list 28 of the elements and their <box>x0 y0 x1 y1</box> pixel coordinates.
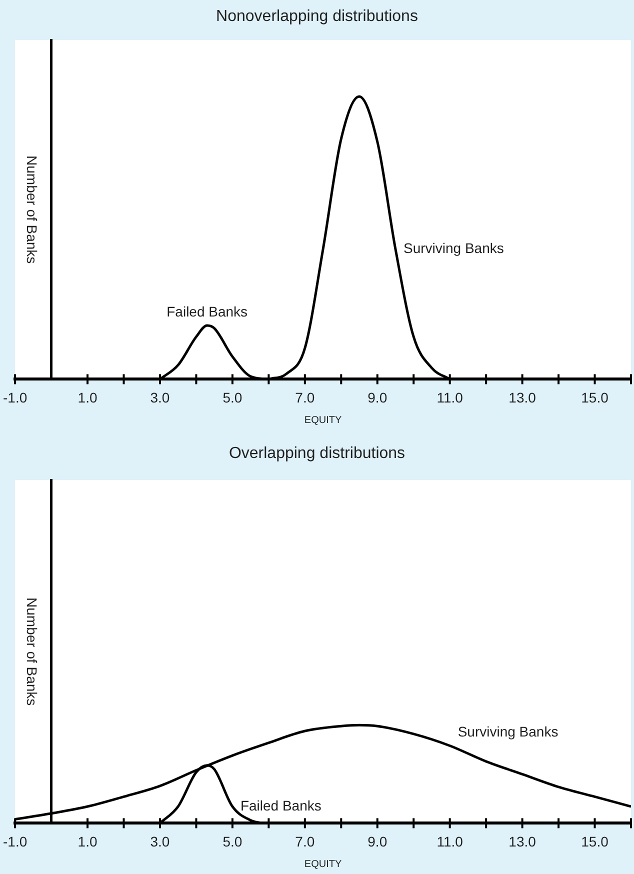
series-label: Failed Banks <box>166 303 248 320</box>
chart-title: Nonoverlapping distributions <box>215 7 419 27</box>
series-label: Failed Banks <box>240 797 322 814</box>
x-axis-title: EQUITY <box>304 858 342 870</box>
x-tick-label: 15.0 <box>581 389 609 406</box>
series-label: Surviving Banks <box>458 724 558 740</box>
x-tick-label: 15.0 <box>581 833 609 850</box>
y-axis-title: Number of Banks <box>24 156 40 264</box>
series-label: Surviving Banks <box>403 240 504 256</box>
x-tick-label: 9.0 <box>368 389 388 406</box>
x-tick-label: 3.0 <box>150 833 170 850</box>
x-tick-label: 11.0 <box>436 389 464 406</box>
x-tick-label: -1.0 <box>3 833 28 850</box>
x-tick-label: 9.0 <box>368 833 388 850</box>
x-tick-label: 13.0 <box>508 389 536 406</box>
y-axis-title: Number of Banks <box>24 598 40 706</box>
x-tick-label: 7.0 <box>295 833 315 850</box>
chart-title: Overlapping distributions <box>228 444 406 464</box>
x-tick-label: 3.0 <box>150 389 170 406</box>
x-axis-title: EQUITY <box>304 414 342 426</box>
x-tick-label: 5.0 <box>222 389 242 406</box>
x-tick-label: 7.0 <box>295 389 315 406</box>
x-tick-label: 11.0 <box>436 833 464 850</box>
x-tick-label: 1.0 <box>78 833 98 850</box>
x-tick-label: 13.0 <box>508 833 536 850</box>
x-tick-label: 1.0 <box>78 389 98 406</box>
x-tick-label: 5.0 <box>222 833 242 850</box>
x-tick-label: -1.0 <box>3 389 28 406</box>
